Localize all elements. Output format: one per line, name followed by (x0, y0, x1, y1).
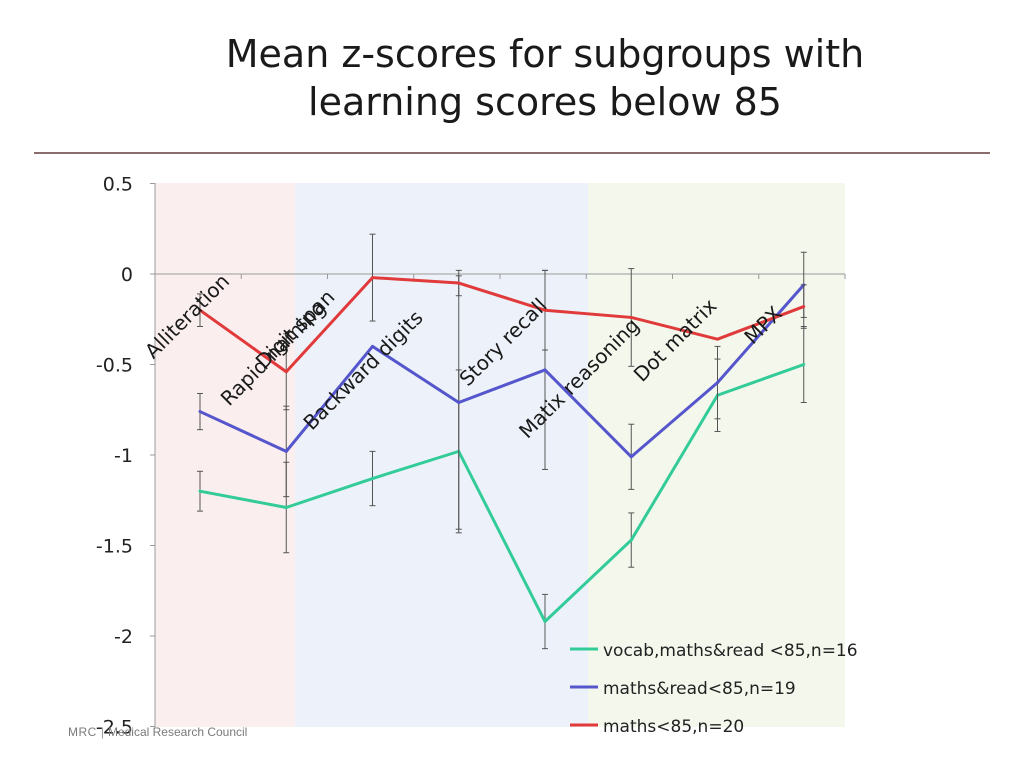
series-2 (197, 251, 807, 530)
legend-label: maths&read<85,n=19 (603, 679, 796, 699)
series-line (199, 283, 805, 459)
legend-label: maths<85,n=20 (603, 717, 744, 737)
y-tick-label: 0.5 (103, 174, 133, 196)
data-point (543, 620, 547, 624)
data-point (543, 308, 547, 312)
footer-logo-separator: | (100, 725, 104, 739)
title-line-2: learning scores below 85 (308, 80, 782, 124)
data-point (802, 363, 806, 366)
data-point (371, 344, 374, 348)
data-point (457, 401, 461, 405)
footer-logo-abbr: MRC (68, 725, 97, 739)
data-point (284, 505, 288, 509)
background-band-blue (295, 183, 588, 727)
data-point (284, 449, 288, 453)
title-divider (34, 152, 990, 154)
data-point (371, 276, 374, 280)
data-point (629, 315, 633, 319)
y-tick-label: 0 (121, 264, 133, 286)
data-point (284, 370, 288, 374)
data-point (457, 281, 461, 285)
data-point (198, 489, 202, 493)
series-line (199, 363, 805, 624)
data-point (716, 337, 719, 341)
y-tick-label: -1.5 (96, 536, 133, 558)
data-point (371, 477, 374, 481)
y-tick-label: -2 (114, 626, 133, 648)
legend-label: vocab,maths&read <85,n=16 (603, 641, 858, 661)
series-3 (197, 233, 807, 411)
data-point (802, 305, 806, 309)
series-line (199, 276, 805, 374)
data-point (198, 308, 202, 312)
title-line-1: Mean z-scores for subgroups with (225, 32, 865, 76)
data-point (198, 410, 202, 414)
footer-logo: MRC | Medical Research Council (68, 723, 247, 741)
y-tick-label: -0.5 (96, 355, 133, 377)
y-tick-label: -1 (114, 445, 133, 467)
data-point (629, 538, 633, 542)
data-point (716, 381, 719, 385)
y-tick-label: -2.5 (96, 717, 133, 739)
data-point (543, 368, 547, 372)
slide-title: Mean z-scores for subgroups with learnin… (150, 30, 940, 126)
footer-logo-org: Medical Research Council (107, 725, 248, 739)
background-band-pink (155, 183, 295, 727)
data-point (629, 455, 633, 459)
